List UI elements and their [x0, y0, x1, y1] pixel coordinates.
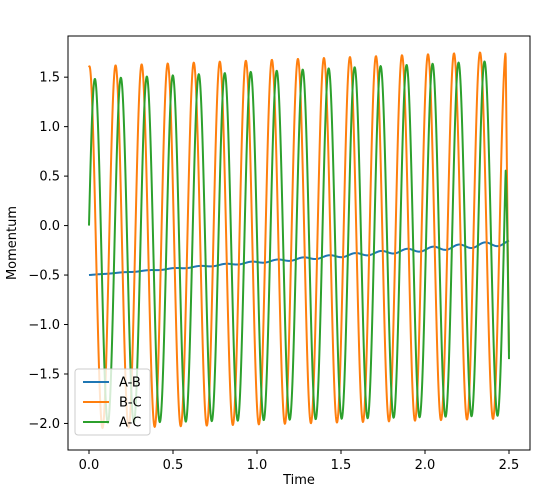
x-tick-label: 0.0	[79, 458, 100, 473]
y-tick-label: 1.0	[39, 120, 60, 135]
series-line-b-c	[88, 51, 510, 430]
plot-frame	[67, 35, 531, 451]
y-tick-label: −0.5	[28, 269, 60, 284]
y-axis-label: Momentum	[5, 206, 20, 280]
legend-label: A-B	[119, 376, 141, 391]
y-tick-label: −1.0	[28, 318, 60, 333]
y-axis-ticks: −2.0 −1.5 −1.0 −0.5 0.0 0.5 1.0 1.5	[28, 71, 68, 432]
y-tick-label: 1.5	[39, 71, 60, 86]
y-tick-label: 0.5	[39, 170, 60, 185]
x-axis-ticks: 0.0 0.5 1.0 1.5 2.0 2.5	[79, 450, 520, 473]
legend-box	[74, 368, 151, 436]
y-tick-label: −1.5	[28, 367, 60, 382]
plot-lines	[88, 51, 510, 430]
legend-label: A-C	[119, 416, 141, 431]
legend: A-B B-C A-C	[74, 368, 151, 436]
x-axis-label: Time	[282, 473, 315, 488]
x-tick-label: 0.5	[163, 458, 184, 473]
y-tick-label: 0.0	[39, 219, 60, 234]
series-line-a-c	[88, 60, 510, 425]
x-tick-label: 1.0	[247, 458, 268, 473]
x-tick-label: 1.5	[331, 458, 352, 473]
x-tick-label: 2.0	[415, 458, 436, 473]
legend-label: B-C	[119, 396, 142, 411]
y-tick-label: −2.0	[28, 417, 60, 432]
x-tick-label: 2.5	[499, 458, 520, 473]
